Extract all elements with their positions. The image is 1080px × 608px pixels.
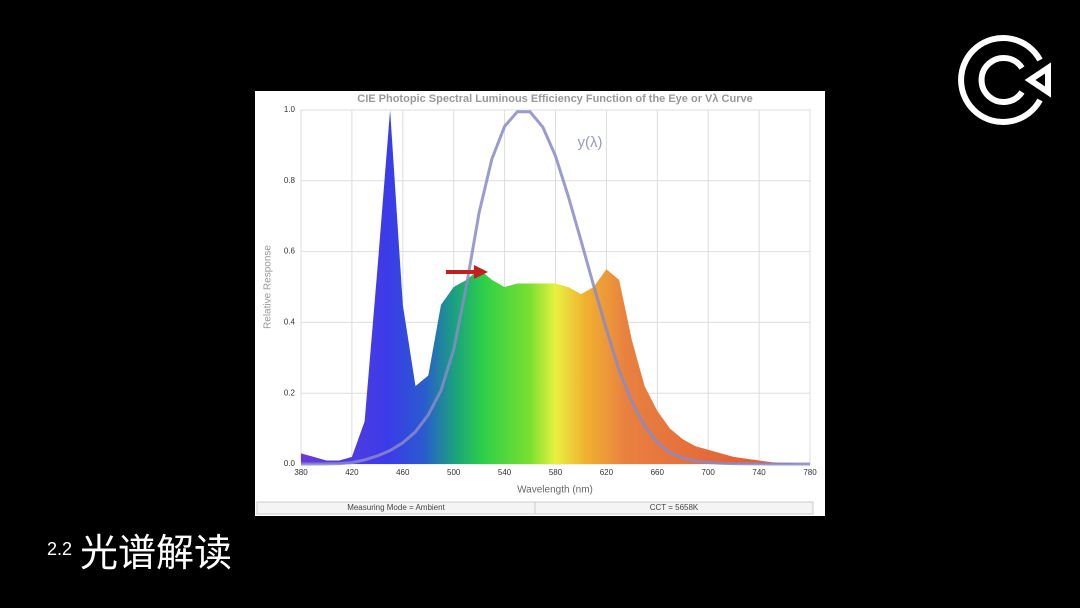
logo-outer bbox=[958, 35, 1043, 125]
x-tick-label: 580 bbox=[549, 468, 563, 477]
section-number: 2.2 bbox=[47, 539, 73, 559]
x-tick-label: 660 bbox=[651, 468, 665, 477]
x-tick-label: 380 bbox=[294, 468, 308, 477]
x-tick-label: 500 bbox=[447, 468, 461, 477]
logo-inner bbox=[978, 55, 1025, 105]
annotation: y(λ) bbox=[578, 134, 603, 151]
x-tick-label: 460 bbox=[396, 468, 410, 477]
x-tick-label: 420 bbox=[345, 468, 359, 477]
x-tick-label: 620 bbox=[600, 468, 614, 477]
x-tick-label: 740 bbox=[752, 468, 766, 477]
logo-mark bbox=[1024, 62, 1051, 98]
x-tick-label: 780 bbox=[803, 468, 817, 477]
footer-left: Measuring Mode = Ambient bbox=[347, 503, 445, 512]
plot: 0.0 0.2 0.4 0.6 0.8 1.0 380 420 460 500 540 580 620 6… bbox=[284, 105, 817, 477]
y-tick-label: 0.2 bbox=[284, 388, 296, 397]
y-tick-label: 0.6 bbox=[284, 247, 296, 256]
footer-cell bbox=[534, 501, 814, 515]
y-tick-label: 0.4 bbox=[284, 318, 296, 327]
x-tick-label: 540 bbox=[498, 468, 512, 477]
section-title: 光谱解读 bbox=[80, 531, 233, 575]
y-axis-label: Relative Response bbox=[263, 245, 274, 329]
logo bbox=[958, 35, 1051, 125]
chart-title: CIE Photopic Spectral Luminous Efficienc… bbox=[357, 93, 752, 105]
x-axis-label: Wavelength (nm) bbox=[517, 485, 593, 496]
y-tick-label: 1.0 bbox=[284, 105, 296, 114]
spectrum-area bbox=[301, 110, 810, 464]
x-tick-label: 700 bbox=[702, 468, 716, 477]
footer-right: CCT = 5658K bbox=[650, 503, 699, 512]
y-tick-label: 0.8 bbox=[284, 176, 296, 185]
y-tick-label: 0.0 bbox=[284, 459, 296, 468]
arrow-head bbox=[474, 265, 488, 279]
series-line bbox=[301, 110, 810, 466]
